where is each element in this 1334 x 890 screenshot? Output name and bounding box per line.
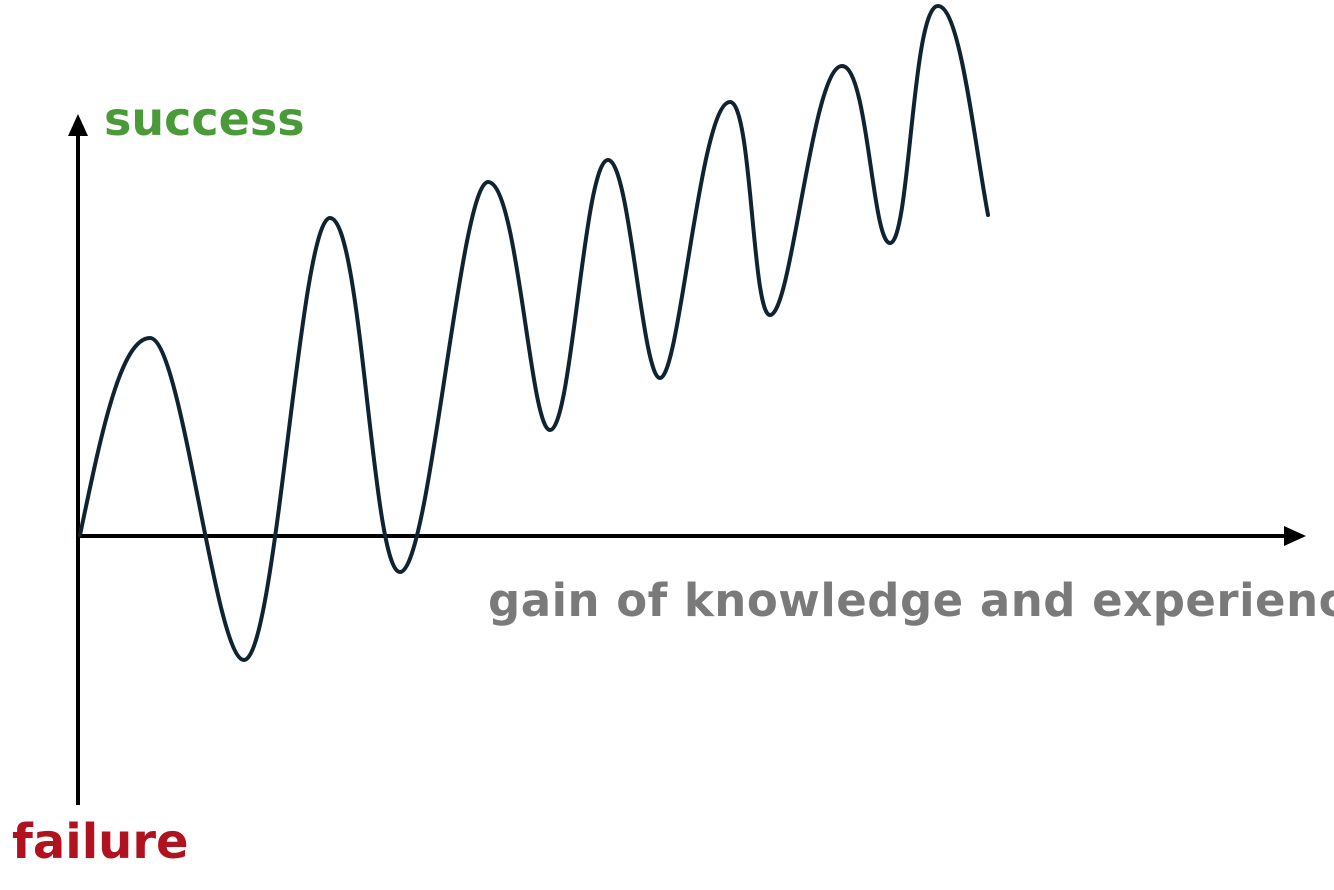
x-axis-label: gain of knowledge and experience <box>488 574 1334 627</box>
y-axis-arrowhead <box>68 114 88 136</box>
success-label: success <box>104 92 305 146</box>
x-axis-arrowhead <box>1284 526 1306 546</box>
failure-label: failure <box>12 814 189 870</box>
progress-curve <box>78 4 990 662</box>
